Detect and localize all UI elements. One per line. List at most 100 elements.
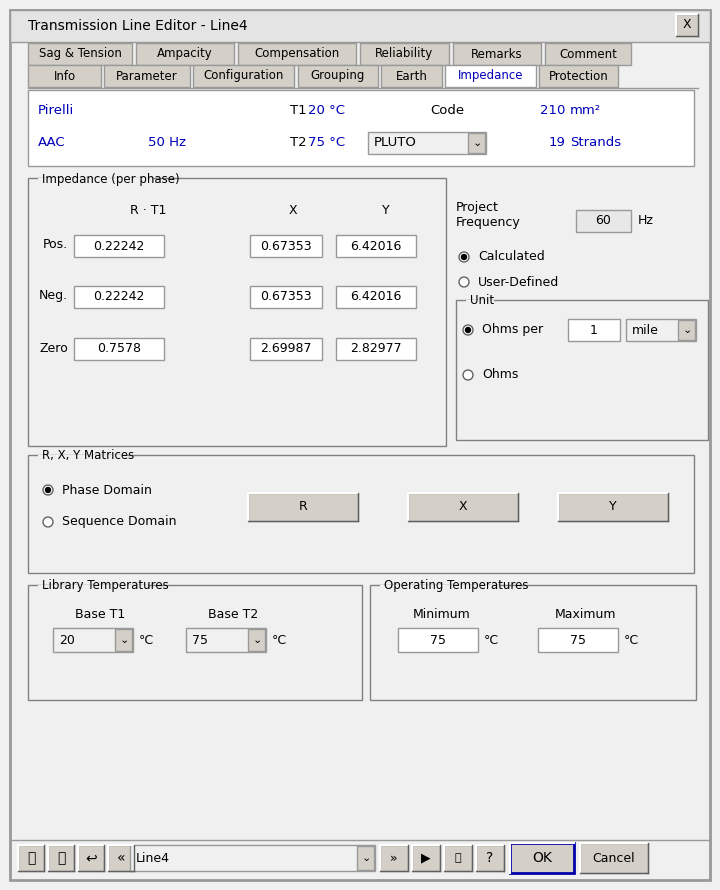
Text: Sequence Domain: Sequence Domain bbox=[62, 515, 176, 529]
Bar bbox=[74, 235, 164, 257]
Text: 6.42016: 6.42016 bbox=[351, 239, 402, 253]
Bar bbox=[74, 286, 164, 308]
Bar bbox=[476, 845, 504, 871]
Text: 🔍: 🔍 bbox=[455, 853, 462, 863]
Bar bbox=[18, 845, 44, 871]
Text: ?: ? bbox=[487, 851, 494, 865]
Text: Pirelli: Pirelli bbox=[38, 103, 74, 117]
Text: Parameter: Parameter bbox=[116, 69, 178, 83]
Text: ⎘: ⎘ bbox=[57, 851, 66, 865]
Circle shape bbox=[45, 488, 50, 492]
Text: «: « bbox=[117, 851, 125, 865]
Bar bbox=[104, 65, 190, 87]
Bar bbox=[28, 178, 446, 446]
Bar bbox=[78, 845, 104, 871]
Text: Reliability: Reliability bbox=[375, 47, 433, 61]
Text: ⌄: ⌄ bbox=[120, 635, 129, 645]
Bar bbox=[456, 300, 708, 440]
Text: R, X, Y Matrices: R, X, Y Matrices bbox=[42, 449, 134, 463]
Text: Grouping: Grouping bbox=[311, 69, 365, 83]
Text: Sag & Tension: Sag & Tension bbox=[39, 47, 122, 61]
Text: 75: 75 bbox=[430, 634, 446, 646]
Bar bbox=[193, 65, 294, 87]
Bar bbox=[381, 65, 442, 87]
Text: Impedance (per phase): Impedance (per phase) bbox=[42, 173, 179, 185]
Text: X: X bbox=[459, 500, 467, 514]
Text: 2.82977: 2.82977 bbox=[350, 343, 402, 355]
Bar bbox=[28, 585, 362, 700]
Text: Pos.: Pos. bbox=[43, 239, 68, 252]
Text: Maximum: Maximum bbox=[554, 608, 616, 620]
Text: °C: °C bbox=[484, 634, 499, 646]
Bar bbox=[336, 235, 416, 257]
Bar bbox=[453, 43, 541, 65]
Text: Zero: Zero bbox=[40, 342, 68, 354]
Text: X: X bbox=[289, 204, 297, 216]
Text: Remarks: Remarks bbox=[471, 47, 523, 61]
Bar bbox=[380, 845, 408, 871]
Bar bbox=[38, 455, 127, 458]
Bar bbox=[398, 628, 478, 652]
Bar bbox=[539, 65, 618, 87]
Text: X: X bbox=[683, 19, 691, 31]
Bar bbox=[445, 65, 536, 87]
Bar bbox=[28, 90, 694, 166]
Text: Project
Frequency: Project Frequency bbox=[456, 201, 521, 229]
Text: Line4: Line4 bbox=[136, 852, 170, 864]
Text: °C: °C bbox=[624, 634, 639, 646]
Text: Calculated: Calculated bbox=[478, 250, 545, 263]
Bar bbox=[130, 845, 375, 871]
Text: Phase Domain: Phase Domain bbox=[62, 483, 152, 497]
Bar bbox=[380, 585, 500, 588]
Text: ⌄: ⌄ bbox=[361, 853, 371, 863]
Bar bbox=[136, 43, 234, 65]
Bar bbox=[250, 338, 322, 360]
Bar bbox=[545, 43, 631, 65]
Bar bbox=[510, 843, 574, 873]
Bar bbox=[408, 493, 518, 521]
Text: ▶: ▶ bbox=[421, 852, 431, 864]
Text: 20 °C: 20 °C bbox=[308, 103, 345, 117]
Text: 50 Hz: 50 Hz bbox=[148, 136, 186, 150]
Bar bbox=[412, 845, 440, 871]
Bar bbox=[53, 628, 133, 652]
Text: ⌄: ⌄ bbox=[252, 635, 261, 645]
Text: 20: 20 bbox=[59, 634, 75, 646]
Bar bbox=[538, 628, 618, 652]
Bar bbox=[248, 629, 265, 651]
Text: T2: T2 bbox=[290, 136, 307, 150]
Text: °C: °C bbox=[139, 634, 154, 646]
Text: Minimum: Minimum bbox=[413, 608, 471, 620]
Text: Compensation: Compensation bbox=[254, 47, 340, 61]
Bar bbox=[678, 320, 695, 340]
Text: 1: 1 bbox=[590, 323, 598, 336]
Circle shape bbox=[459, 277, 469, 287]
Bar bbox=[298, 65, 378, 87]
Text: R · T1: R · T1 bbox=[130, 204, 166, 216]
Text: 75 °C: 75 °C bbox=[308, 136, 345, 150]
Text: Neg.: Neg. bbox=[39, 289, 68, 303]
Text: Transmission Line Editor - Line4: Transmission Line Editor - Line4 bbox=[28, 19, 248, 33]
Text: Base T1: Base T1 bbox=[75, 608, 125, 620]
Text: Unit: Unit bbox=[470, 295, 494, 308]
Bar bbox=[10, 10, 710, 42]
Bar bbox=[568, 319, 620, 341]
Text: ↩: ↩ bbox=[85, 851, 96, 865]
Text: T1: T1 bbox=[290, 103, 307, 117]
Text: 210: 210 bbox=[539, 103, 565, 117]
Bar bbox=[580, 843, 648, 873]
Text: Strands: Strands bbox=[570, 136, 621, 150]
Circle shape bbox=[43, 517, 53, 527]
Bar bbox=[357, 846, 374, 870]
Text: AAC: AAC bbox=[38, 136, 66, 150]
Text: 2.69987: 2.69987 bbox=[260, 343, 312, 355]
Text: Earth: Earth bbox=[395, 69, 428, 83]
Text: Configuration: Configuration bbox=[203, 69, 284, 83]
Text: User-Defined: User-Defined bbox=[478, 276, 559, 288]
Bar bbox=[336, 338, 416, 360]
Text: Operating Temperatures: Operating Temperatures bbox=[384, 579, 528, 593]
Bar bbox=[626, 319, 696, 341]
Text: »: » bbox=[390, 852, 398, 864]
Text: 60: 60 bbox=[595, 214, 611, 228]
Bar bbox=[558, 493, 668, 521]
